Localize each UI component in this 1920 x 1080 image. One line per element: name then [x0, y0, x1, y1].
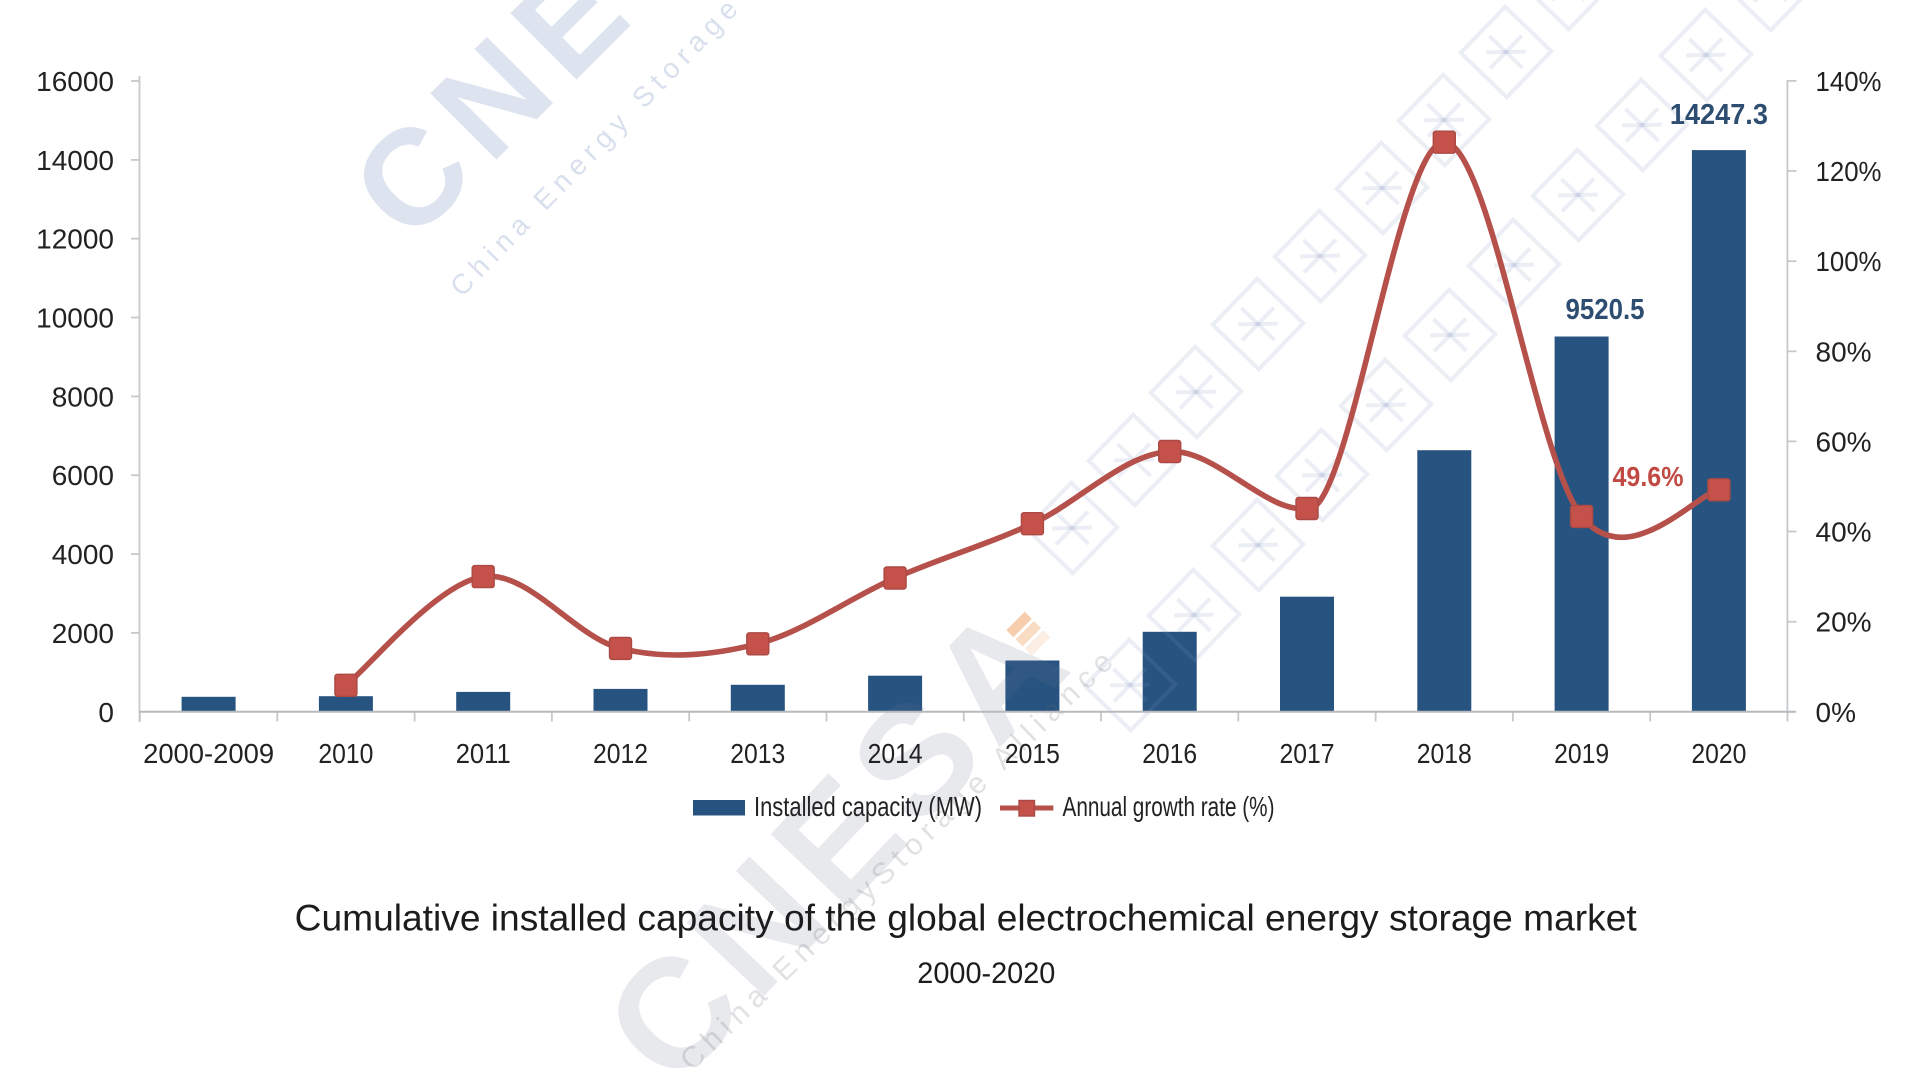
svg-text:2019: 2019: [1554, 738, 1609, 769]
svg-text:2020: 2020: [1691, 738, 1746, 769]
svg-text:40%: 40%: [1816, 517, 1872, 548]
svg-text:4000: 4000: [52, 539, 114, 570]
svg-text:0%: 0%: [1816, 697, 1856, 728]
svg-text:Annual growth rate (%): Annual growth rate (%): [1063, 791, 1275, 822]
svg-text:2017: 2017: [1280, 738, 1335, 769]
svg-text:8000: 8000: [52, 381, 114, 412]
svg-text:140%: 140%: [1816, 66, 1882, 97]
svg-text:60%: 60%: [1816, 426, 1872, 457]
svg-text:2011: 2011: [456, 738, 511, 769]
svg-text:14000: 14000: [36, 145, 114, 176]
svg-text:2016: 2016: [1142, 738, 1197, 769]
svg-text:2000-2020: 2000-2020: [917, 957, 1055, 990]
svg-text:80%: 80%: [1816, 336, 1872, 367]
svg-text:100%: 100%: [1816, 246, 1882, 277]
svg-text:2014: 2014: [868, 738, 923, 769]
svg-text:12000: 12000: [36, 224, 114, 255]
svg-text:0: 0: [98, 697, 114, 728]
svg-text:2010: 2010: [318, 738, 373, 769]
svg-text:2012: 2012: [593, 738, 648, 769]
svg-text:9520.5: 9520.5: [1566, 294, 1645, 326]
svg-text:2000-2009: 2000-2009: [143, 738, 274, 769]
svg-text:Cumulative installed capacity: Cumulative installed capacity of the glo…: [295, 898, 1638, 939]
svg-text:16000: 16000: [36, 66, 114, 97]
svg-text:20%: 20%: [1816, 607, 1872, 638]
svg-text:Installed capacity (MW): Installed capacity (MW): [754, 791, 982, 822]
svg-text:10000: 10000: [36, 303, 114, 334]
svg-text:6000: 6000: [52, 460, 114, 491]
svg-text:14247.3: 14247.3: [1670, 99, 1768, 131]
svg-text:2018: 2018: [1417, 738, 1472, 769]
svg-text:2013: 2013: [730, 738, 785, 769]
svg-text:49.6%: 49.6%: [1613, 461, 1684, 492]
svg-text:2000: 2000: [52, 618, 114, 649]
svg-text:2015: 2015: [1005, 738, 1060, 769]
svg-text:120%: 120%: [1816, 156, 1882, 187]
